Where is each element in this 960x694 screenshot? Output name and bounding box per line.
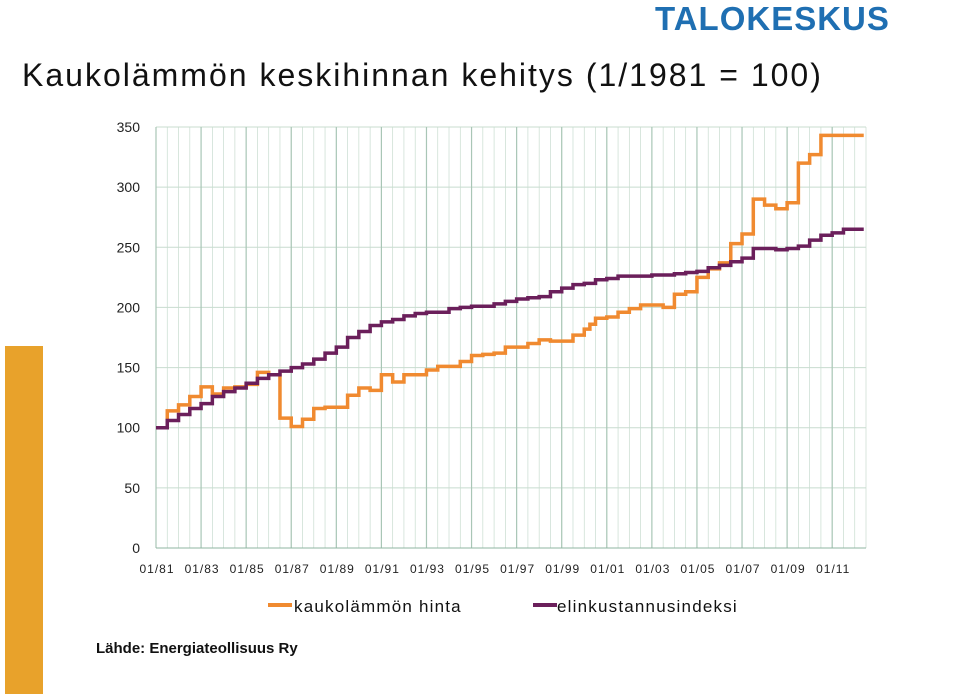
x-axis-ticks: 01/81 01/83 01/85 01/87 01/89 01/91 01/93 01/95… [139, 562, 850, 576]
x-tick-label: 01/89 [320, 562, 355, 576]
x-tick-label: 01/09 [771, 562, 806, 576]
x-tick-label: 01/99 [545, 562, 580, 576]
series-lines [156, 133, 864, 430]
x-tick-label: 01/97 [500, 562, 535, 576]
legend-label-0: kaukolämmön hinta [294, 597, 462, 616]
y-tick-label: 300 [117, 179, 141, 195]
x-tick-label: 01/07 [726, 562, 761, 576]
x-tick-label: 01/03 [635, 562, 670, 576]
x-tick-label: 01/83 [185, 562, 220, 576]
x-tick-label: 01/93 [410, 562, 445, 576]
x-tick-label: 01/05 [680, 562, 715, 576]
y-tick-label: 250 [117, 239, 141, 255]
y-tick-label: 150 [117, 360, 141, 376]
source-note: Lähde: Energiateollisuus Ry [96, 640, 298, 657]
y-tick-label: 350 [117, 119, 141, 135]
x-tick-label: 01/11 [816, 562, 850, 576]
chart-title: Kaukolämmön keskihinnan kehitys (1/1981 … [22, 57, 823, 93]
y-tick-label: 0 [132, 540, 140, 556]
x-tick-label: 01/91 [365, 562, 400, 576]
x-tick-label: 01/87 [275, 562, 310, 576]
series-line-cost-of-living-index [156, 227, 864, 430]
x-tick-label: 01/95 [455, 562, 490, 576]
grid [155, 126, 867, 549]
decorative-accent-bar [5, 346, 43, 694]
x-tick-label: 01/01 [590, 562, 625, 576]
brand-logo: TALOKESKUS [655, 0, 890, 37]
series-line-district-heating-price [156, 133, 864, 430]
y-tick-label: 200 [117, 299, 141, 315]
legend-label-1: elinkustannusindeksi [557, 597, 738, 616]
x-tick-label: 01/85 [230, 562, 265, 576]
y-tick-label: 100 [117, 420, 141, 436]
legend: kaukolämmön hinta elinkustannusindeksi [268, 597, 738, 616]
y-tick-label: 50 [124, 480, 140, 496]
x-tick-label: 01/81 [139, 562, 174, 576]
y-axis-ticks: 0 50 100 150 200 250 300 350 [117, 119, 141, 556]
